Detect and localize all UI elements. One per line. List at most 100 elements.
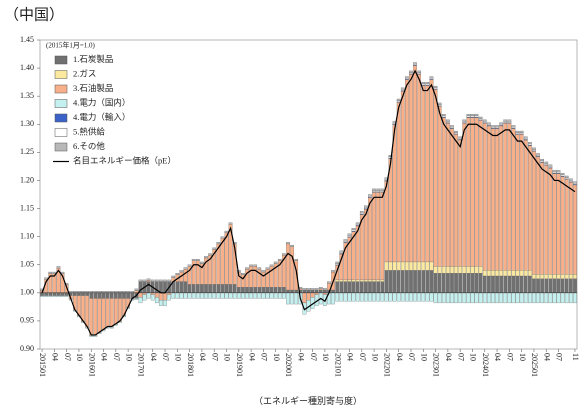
bar-segment xyxy=(355,279,360,282)
bar-segment xyxy=(167,294,171,301)
bar-segment xyxy=(478,120,483,267)
x-tick-label: 11 xyxy=(571,353,580,361)
bar-segment xyxy=(220,292,225,299)
bar-segment xyxy=(499,125,504,271)
y-tick-label: 1.05 xyxy=(20,260,34,269)
bar-segment xyxy=(556,173,561,275)
bar-segment xyxy=(392,124,397,263)
bar-segment xyxy=(421,261,426,271)
bar-segment xyxy=(491,128,495,271)
bar-segment xyxy=(487,124,491,126)
bar-segment xyxy=(89,298,94,336)
legend-label: 4.電力（輸入） xyxy=(73,112,130,122)
bar-segment xyxy=(523,270,528,277)
bar-segment xyxy=(228,292,233,299)
bar-segment xyxy=(134,288,139,291)
bar-segment xyxy=(376,281,381,293)
y-tick-label: 1.00 xyxy=(20,288,34,297)
bar-segment xyxy=(93,335,98,337)
bar-segment xyxy=(499,270,504,277)
bar-segment xyxy=(478,273,483,293)
bar-segment xyxy=(44,295,48,297)
bar-segment xyxy=(335,263,340,265)
bar-segment xyxy=(355,225,360,281)
bar-segment xyxy=(179,281,184,293)
bar-segment xyxy=(232,284,237,293)
x-axis-title: （エネルギー種別寄与度） xyxy=(254,395,362,406)
bar-segment xyxy=(454,266,458,274)
x-tick-label: 04 xyxy=(346,353,355,361)
bar-segment xyxy=(89,292,94,299)
bar-segment xyxy=(540,292,545,304)
bar-segment xyxy=(564,278,569,293)
bar-segment xyxy=(487,125,491,271)
bar-segment xyxy=(351,281,356,293)
bar-segment xyxy=(232,242,237,245)
legend-label: 6.その他 xyxy=(73,141,105,151)
bar-segment xyxy=(302,289,307,293)
bar-segment xyxy=(433,87,438,90)
x-tick-label: 10 xyxy=(173,353,182,361)
bar-segment xyxy=(544,163,549,165)
bar-segment xyxy=(569,278,573,293)
legend-swatch xyxy=(54,99,68,108)
bar-segment xyxy=(515,270,520,277)
bar-segment xyxy=(532,149,536,151)
bar-segment xyxy=(310,288,315,291)
legend-label: 3.石油製品 xyxy=(73,83,113,93)
bar-segment xyxy=(487,270,491,277)
bar-segment xyxy=(273,287,278,293)
bar-segment xyxy=(474,266,479,274)
bar-segment xyxy=(560,278,565,293)
bar-segment xyxy=(454,292,458,304)
legend-label: 4.電力（国内） xyxy=(73,97,130,107)
bar-segment xyxy=(249,264,253,267)
bar-segment xyxy=(40,292,44,296)
bar-segment xyxy=(536,156,540,275)
bar-segment xyxy=(466,117,471,267)
bar-segment xyxy=(81,295,85,322)
bar-segment xyxy=(544,165,549,275)
x-tick-label: 10 xyxy=(469,353,478,361)
bar-segment xyxy=(195,292,200,299)
bar-segment xyxy=(548,166,553,168)
bar-segment xyxy=(433,273,438,293)
bar-segment xyxy=(81,292,85,296)
bar-segment xyxy=(396,270,401,293)
bar-segment xyxy=(495,125,499,128)
bar-segment xyxy=(286,289,290,293)
bar-segment xyxy=(564,292,569,304)
bar-segment xyxy=(261,287,266,293)
bar-segment xyxy=(400,270,405,293)
bar-segment xyxy=(241,292,245,299)
bar-segment xyxy=(569,292,573,304)
bar-segment xyxy=(318,289,323,293)
bar-segment xyxy=(491,292,495,304)
chart-title: （中国） xyxy=(4,6,64,23)
bar-segment xyxy=(425,82,430,84)
bar-segment xyxy=(60,292,65,296)
bar-segment xyxy=(441,266,446,274)
bar-segment xyxy=(507,119,512,122)
bar-segment xyxy=(48,292,53,296)
bar-segment xyxy=(212,284,217,293)
bar-segment xyxy=(204,284,208,293)
bar-segment xyxy=(282,292,286,299)
bar-segment xyxy=(142,279,147,282)
bar-segment xyxy=(540,278,545,293)
bar-segment xyxy=(175,292,180,299)
bar-segment xyxy=(113,292,118,299)
bar-segment xyxy=(441,115,446,118)
x-tick-label: 04 xyxy=(198,353,207,361)
bar-segment xyxy=(499,124,504,126)
bar-segment xyxy=(396,102,401,263)
bar-segment xyxy=(372,281,376,293)
legend-swatch xyxy=(54,70,68,79)
bar-segment xyxy=(372,188,376,191)
bar-segment xyxy=(241,273,245,275)
bar-segment xyxy=(544,161,549,164)
bar-segment xyxy=(417,270,422,293)
x-tick-label: 202001 xyxy=(284,353,293,377)
bar-segment xyxy=(220,284,225,293)
